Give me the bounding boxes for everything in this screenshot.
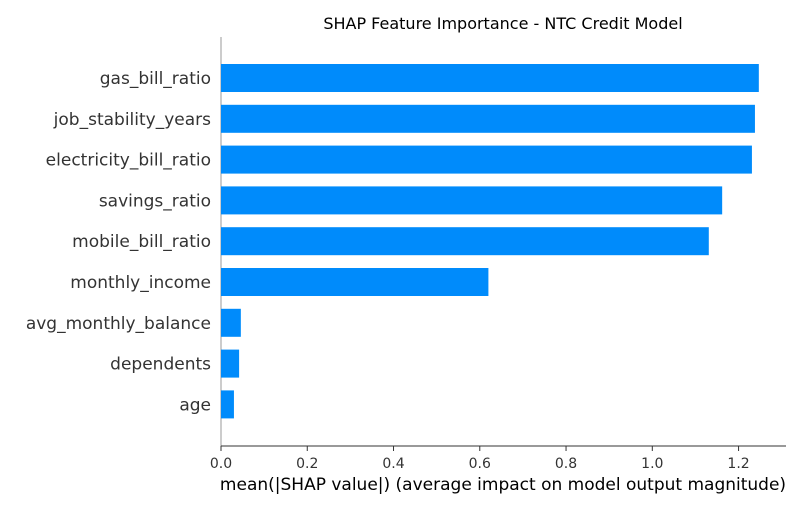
x-tick-label: 0.2	[296, 456, 318, 472]
feature-label: dependents	[110, 355, 211, 375]
bar-avg-monthly-balance	[221, 308, 241, 337]
chart-title: SHAP Feature Importance - NTC Credit Mod…	[323, 14, 682, 33]
x-tick-label: 1.0	[641, 456, 663, 472]
feature-labels-group: gas_bill_ratio job_stability_yearselectri…	[26, 69, 211, 415]
feature-label: savings_ratio	[99, 191, 211, 211]
bar-electricity-bill-ratio	[221, 145, 752, 174]
x-tick-label: 0.8	[555, 456, 577, 472]
feature-label: mobile_bill_ratio	[72, 232, 211, 252]
bar-monthly-income	[221, 268, 489, 296]
bar-age	[221, 390, 234, 419]
bar-mobile-bill-ratio	[221, 227, 709, 256]
bar-dependents	[221, 349, 240, 378]
x-tick-label: 0.0	[210, 456, 232, 472]
feature-label: age	[179, 395, 211, 415]
x-ticks-group: 0.0 0.2 0.4 0.6 0.8 1.0 1.2	[210, 446, 750, 472]
bar-gas-bill-ratio	[221, 64, 759, 92]
x-tick-label: 0.6	[469, 456, 491, 472]
bar-job-stability-years	[221, 104, 755, 133]
bars-group	[221, 64, 759, 419]
feature-label: monthly_income	[70, 273, 211, 293]
feature-label: gas_bill_ratio	[100, 69, 211, 89]
feature-label: avg_monthly_balance	[26, 314, 211, 334]
x-tick-label: 1.2	[727, 456, 749, 472]
bar-savings-ratio	[221, 186, 723, 215]
x-axis-label: mean(|SHAP value|) (average impact on mo…	[220, 475, 786, 495]
feature-label: job_stability_years	[53, 110, 211, 130]
feature-label: electricity_bill_ratio	[46, 151, 211, 171]
x-tick-label: 0.4	[382, 456, 404, 472]
